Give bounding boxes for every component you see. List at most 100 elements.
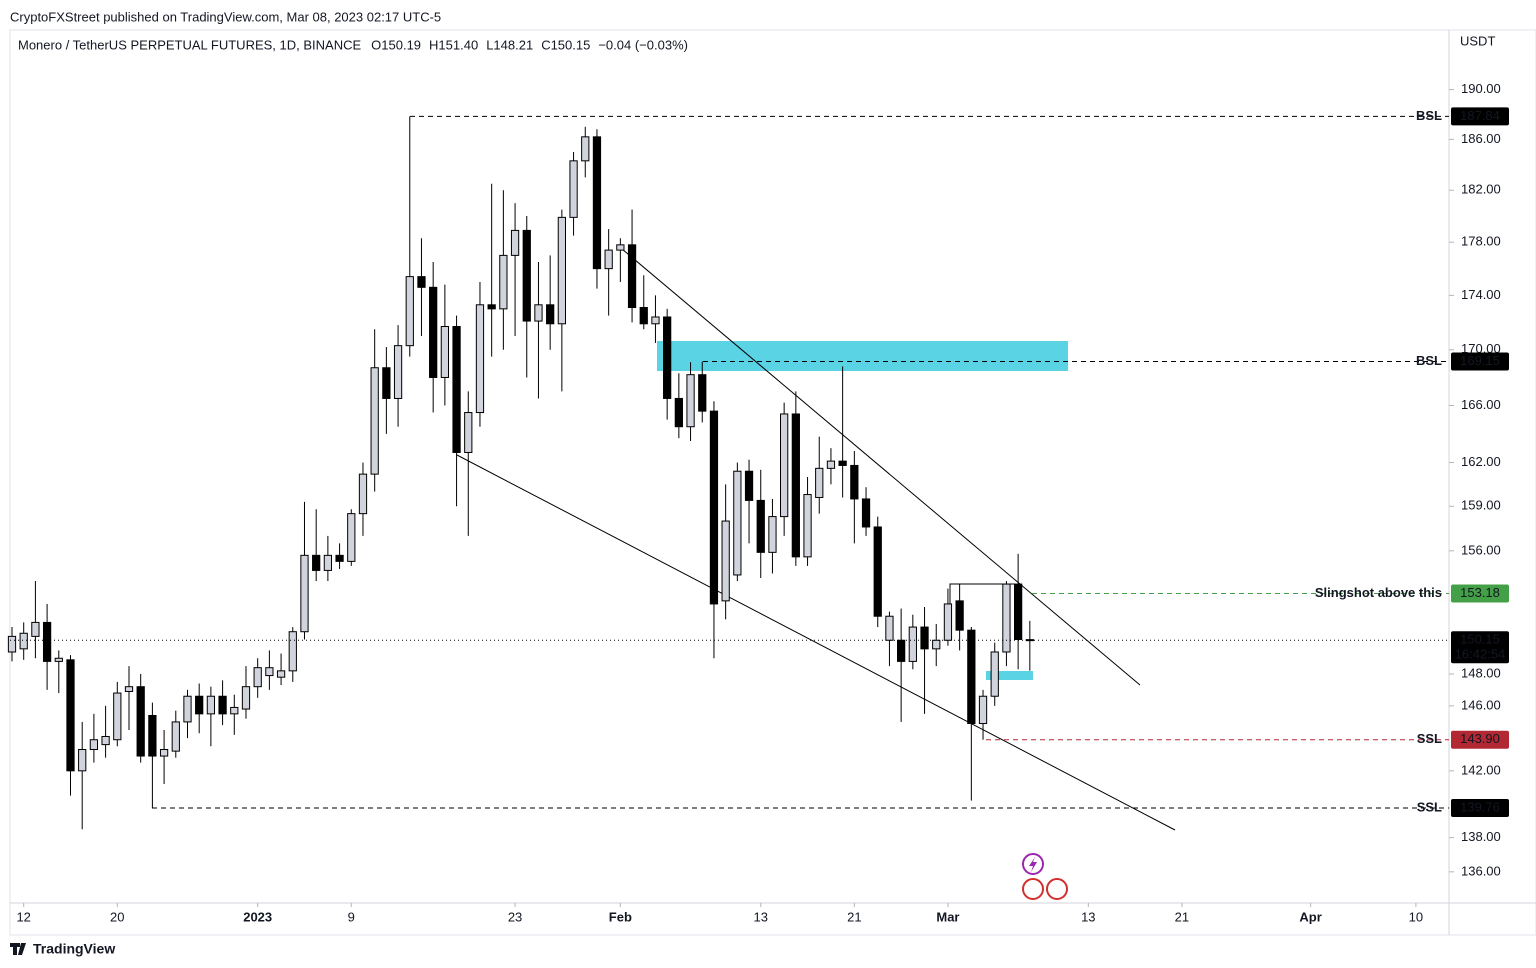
price-label-box [1451,107,1509,126]
candle-body [405,276,414,347]
x-tick-label: 2023 [243,909,272,924]
price-label: 169.15 [1460,353,1500,368]
y-tick-label: 174.00 [1461,287,1501,302]
x-tick-label: Feb [609,909,632,924]
brand-logo: TradingView [10,941,115,957]
x-tick-label: 9 [348,909,355,924]
candle-body [932,639,941,650]
candle-body [370,367,379,475]
candle-body [967,629,976,725]
logo-mark [10,943,26,955]
candle-body [89,739,99,751]
candle-body [195,695,204,715]
y-tick-label: 186.00 [1461,131,1501,146]
candle-body [300,554,309,633]
candle-body [335,554,344,562]
candle-body [674,397,683,428]
level-tag: SSL [1417,731,1442,746]
candle-body [452,326,461,453]
candle-body [136,686,145,757]
candle-body [183,695,192,723]
candle-body [627,244,637,309]
candle-body [78,749,87,772]
candle-body [323,554,333,571]
candle-body [850,464,859,500]
level-tag: Slingshot above this [1315,585,1442,600]
price-label-box [1451,352,1509,371]
symbol: Monero / TetherUS PERPETUAL FUTURES, 1D,… [18,37,361,52]
candle-body [206,695,216,715]
candle-body [663,316,672,399]
candle-body [897,639,906,662]
price-label: 153.18 [1460,585,1500,600]
candle-body [721,520,730,602]
y-tick-label: 156.00 [1461,542,1501,557]
candle-body [312,554,321,571]
candle-body [475,304,485,414]
y-tick-label: 146.00 [1461,697,1501,712]
candle-body [709,410,719,605]
candle-body [393,345,403,399]
candle-body [522,229,531,322]
zone-box [986,671,1033,680]
zone-box [657,341,1068,371]
candle-body [604,249,613,270]
candle-body [534,304,543,322]
x-tick-label: 21 [1175,909,1189,924]
candle-body [698,374,707,412]
trend-line [456,454,1176,831]
y-tick-label: 166.00 [1461,397,1501,412]
candle-body [908,626,917,662]
candle-body [487,304,496,310]
candle-body [815,467,824,498]
y-tick-label: 178.00 [1461,234,1501,249]
event-icon [1029,857,1037,872]
countdown: 16:42:54 [1455,647,1506,662]
candle-body [265,667,274,677]
candle-body [1014,583,1023,640]
published-line: CryptoFXStreet published on TradingView.… [10,9,441,24]
candle-body [780,413,789,518]
candle-body [1025,639,1034,642]
price-label: 187.84 [1460,108,1500,123]
candle-body [113,692,122,741]
candle-body [639,307,648,325]
candle-body [826,460,836,469]
price-label-box [1451,799,1509,818]
brand: TradingView [33,941,115,957]
price-label-box [1451,584,1509,603]
plot [7,115,1449,831]
candle-body [616,244,625,251]
candle-body [569,160,578,218]
candle-body [510,229,520,256]
event-icon [1022,878,1044,900]
candle-body [546,304,555,325]
candle-body [253,667,262,688]
range-bracket [949,583,1015,605]
candle-body [943,603,953,641]
candle-body [101,735,110,746]
candle-body [276,670,286,678]
candle-body [19,632,28,650]
candle-body [557,216,566,325]
candle-body [429,286,438,378]
candle-body [464,412,473,453]
candle-body [791,413,800,558]
candle-body [31,621,40,637]
candle-body [347,513,356,562]
candle-body [978,695,988,725]
price-label: 143.90 [1460,731,1500,746]
candle-body [288,631,297,672]
y-tick-label: 182.00 [1461,182,1501,197]
ohlc-label: O150.19 [371,37,421,52]
candle-body [768,516,777,553]
x-tick-label: 13 [754,909,768,924]
x-tick-label: 13 [1081,909,1095,924]
x-tick-label: 23 [508,909,522,924]
price-label: 150.15 [1460,632,1500,647]
event-icons [1022,853,1068,900]
candle-body [581,136,590,162]
candle-body [66,659,75,772]
trend-line [621,248,1141,686]
